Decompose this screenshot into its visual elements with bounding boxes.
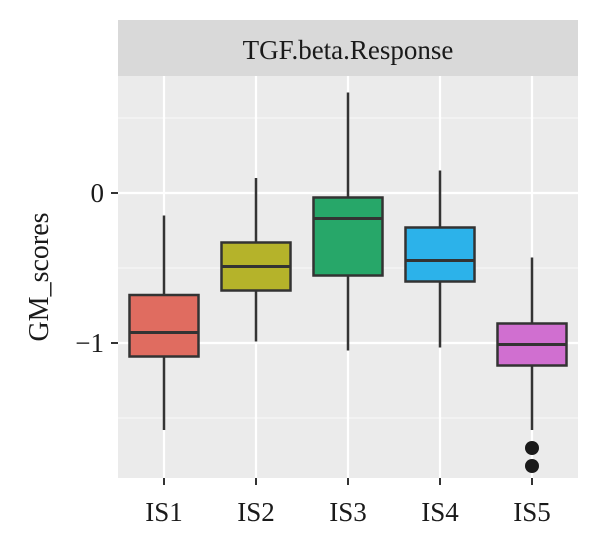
facet-strip: [118, 20, 578, 76]
box-body: [128, 293, 200, 358]
x-axis: IS1 IS2 IS3 IS4 IS5: [145, 478, 551, 527]
facet-title: TGF.beta.Response: [243, 35, 454, 65]
box-is2: [220, 178, 292, 342]
box-body: [404, 226, 476, 283]
box-is1: [128, 215, 200, 430]
outlier-point: [525, 441, 539, 455]
x-tick-label: IS1: [145, 497, 183, 527]
box-body: [312, 196, 384, 277]
x-tick-label: IS5: [513, 497, 551, 527]
y-axis: 0 −1: [75, 178, 118, 358]
box-is4: [404, 170, 476, 348]
y-tick-label: 0: [91, 178, 105, 208]
x-tick-label: IS4: [421, 497, 459, 527]
y-tick-label: −1: [75, 328, 104, 358]
x-tick-label: IS3: [329, 497, 367, 527]
y-axis-title: GM_scores: [24, 212, 55, 341]
box-is5: [496, 257, 568, 473]
outlier-point: [525, 459, 539, 473]
box-is3: [312, 92, 384, 351]
x-tick-label: IS2: [237, 497, 275, 527]
boxes: [128, 92, 568, 473]
